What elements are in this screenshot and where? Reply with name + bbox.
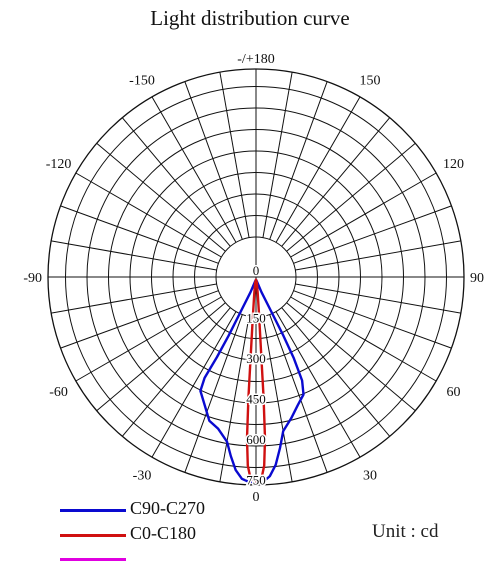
legend-label-c0: C0-C180 — [130, 523, 197, 543]
polar-spoke-300 — [75, 172, 222, 258]
polar-spoke-40 — [281, 117, 391, 247]
polar-spoke-250 — [60, 290, 219, 349]
radial-tick-label: 450 — [246, 391, 266, 406]
angle-label: 0 — [253, 490, 260, 505]
polar-spoke-240 — [75, 296, 222, 382]
radial-tick-label: 150 — [246, 310, 266, 325]
radial-tick-label: 300 — [246, 351, 266, 366]
legend-line-c0 — [60, 534, 126, 537]
polar-spoke-150 — [275, 311, 361, 458]
polar-spoke-160 — [269, 314, 328, 473]
radial-tick-label: 600 — [246, 432, 266, 447]
polar-spoke-230 — [96, 302, 226, 412]
radial-tick-label: 750 — [246, 472, 266, 487]
polar-spoke-80 — [295, 240, 461, 271]
chart-title: Light distribution curve — [150, 6, 350, 30]
angle-label: 60 — [446, 385, 460, 400]
series-curve-1 — [245, 278, 267, 484]
angle-label: -30 — [133, 468, 152, 483]
polar-spoke-280 — [51, 240, 217, 271]
angle-label: -90 — [23, 271, 42, 286]
angle-label: -/+180 — [237, 52, 274, 67]
angle-label: 30 — [363, 468, 377, 483]
polar-spoke-290 — [60, 205, 219, 264]
unit-label: Unit : cd — [372, 521, 439, 542]
polar-spoke-120 — [290, 296, 437, 382]
polar-spoke-60 — [290, 172, 437, 258]
polar-spoke-320 — [121, 117, 231, 247]
polar-spoke-50 — [286, 142, 416, 252]
polar-spoke-130 — [286, 302, 416, 412]
polar-spoke-190 — [219, 316, 250, 482]
polar-spoke-260 — [51, 283, 217, 314]
polar-spoke-350 — [219, 72, 250, 238]
polar-spoke-30 — [275, 96, 361, 243]
angle-label: -120 — [46, 157, 72, 172]
polar-spoke-310 — [96, 142, 226, 252]
angle-label: -60 — [49, 385, 68, 400]
polar-spoke-10 — [262, 72, 293, 238]
legend-line-c90 — [60, 509, 126, 512]
angle-label: 120 — [443, 157, 464, 172]
polar-spoke-340 — [184, 81, 243, 240]
radial-tick-label: 0 — [253, 263, 260, 278]
polar-spoke-100 — [295, 283, 461, 314]
polar-spoke-140 — [281, 307, 391, 437]
polar-spoke-210 — [151, 311, 237, 458]
polar-spoke-20 — [269, 81, 328, 240]
angle-label: 150 — [360, 74, 381, 89]
polar-spoke-110 — [293, 290, 452, 349]
angle-label: 90 — [470, 271, 484, 286]
polar-spoke-330 — [151, 96, 237, 243]
legend-line-third — [60, 558, 126, 561]
polar-spoke-170 — [262, 316, 293, 482]
legend-label-c90: C90-C270 — [130, 498, 206, 518]
polar-spoke-220 — [121, 307, 231, 437]
polar-spoke-200 — [184, 314, 243, 473]
angle-label: -150 — [129, 74, 155, 89]
polar-spoke-70 — [293, 205, 452, 264]
